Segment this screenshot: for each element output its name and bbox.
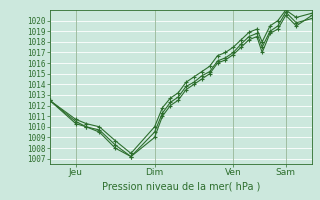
X-axis label: Pression niveau de la mer( hPa ): Pression niveau de la mer( hPa ) (102, 181, 260, 191)
